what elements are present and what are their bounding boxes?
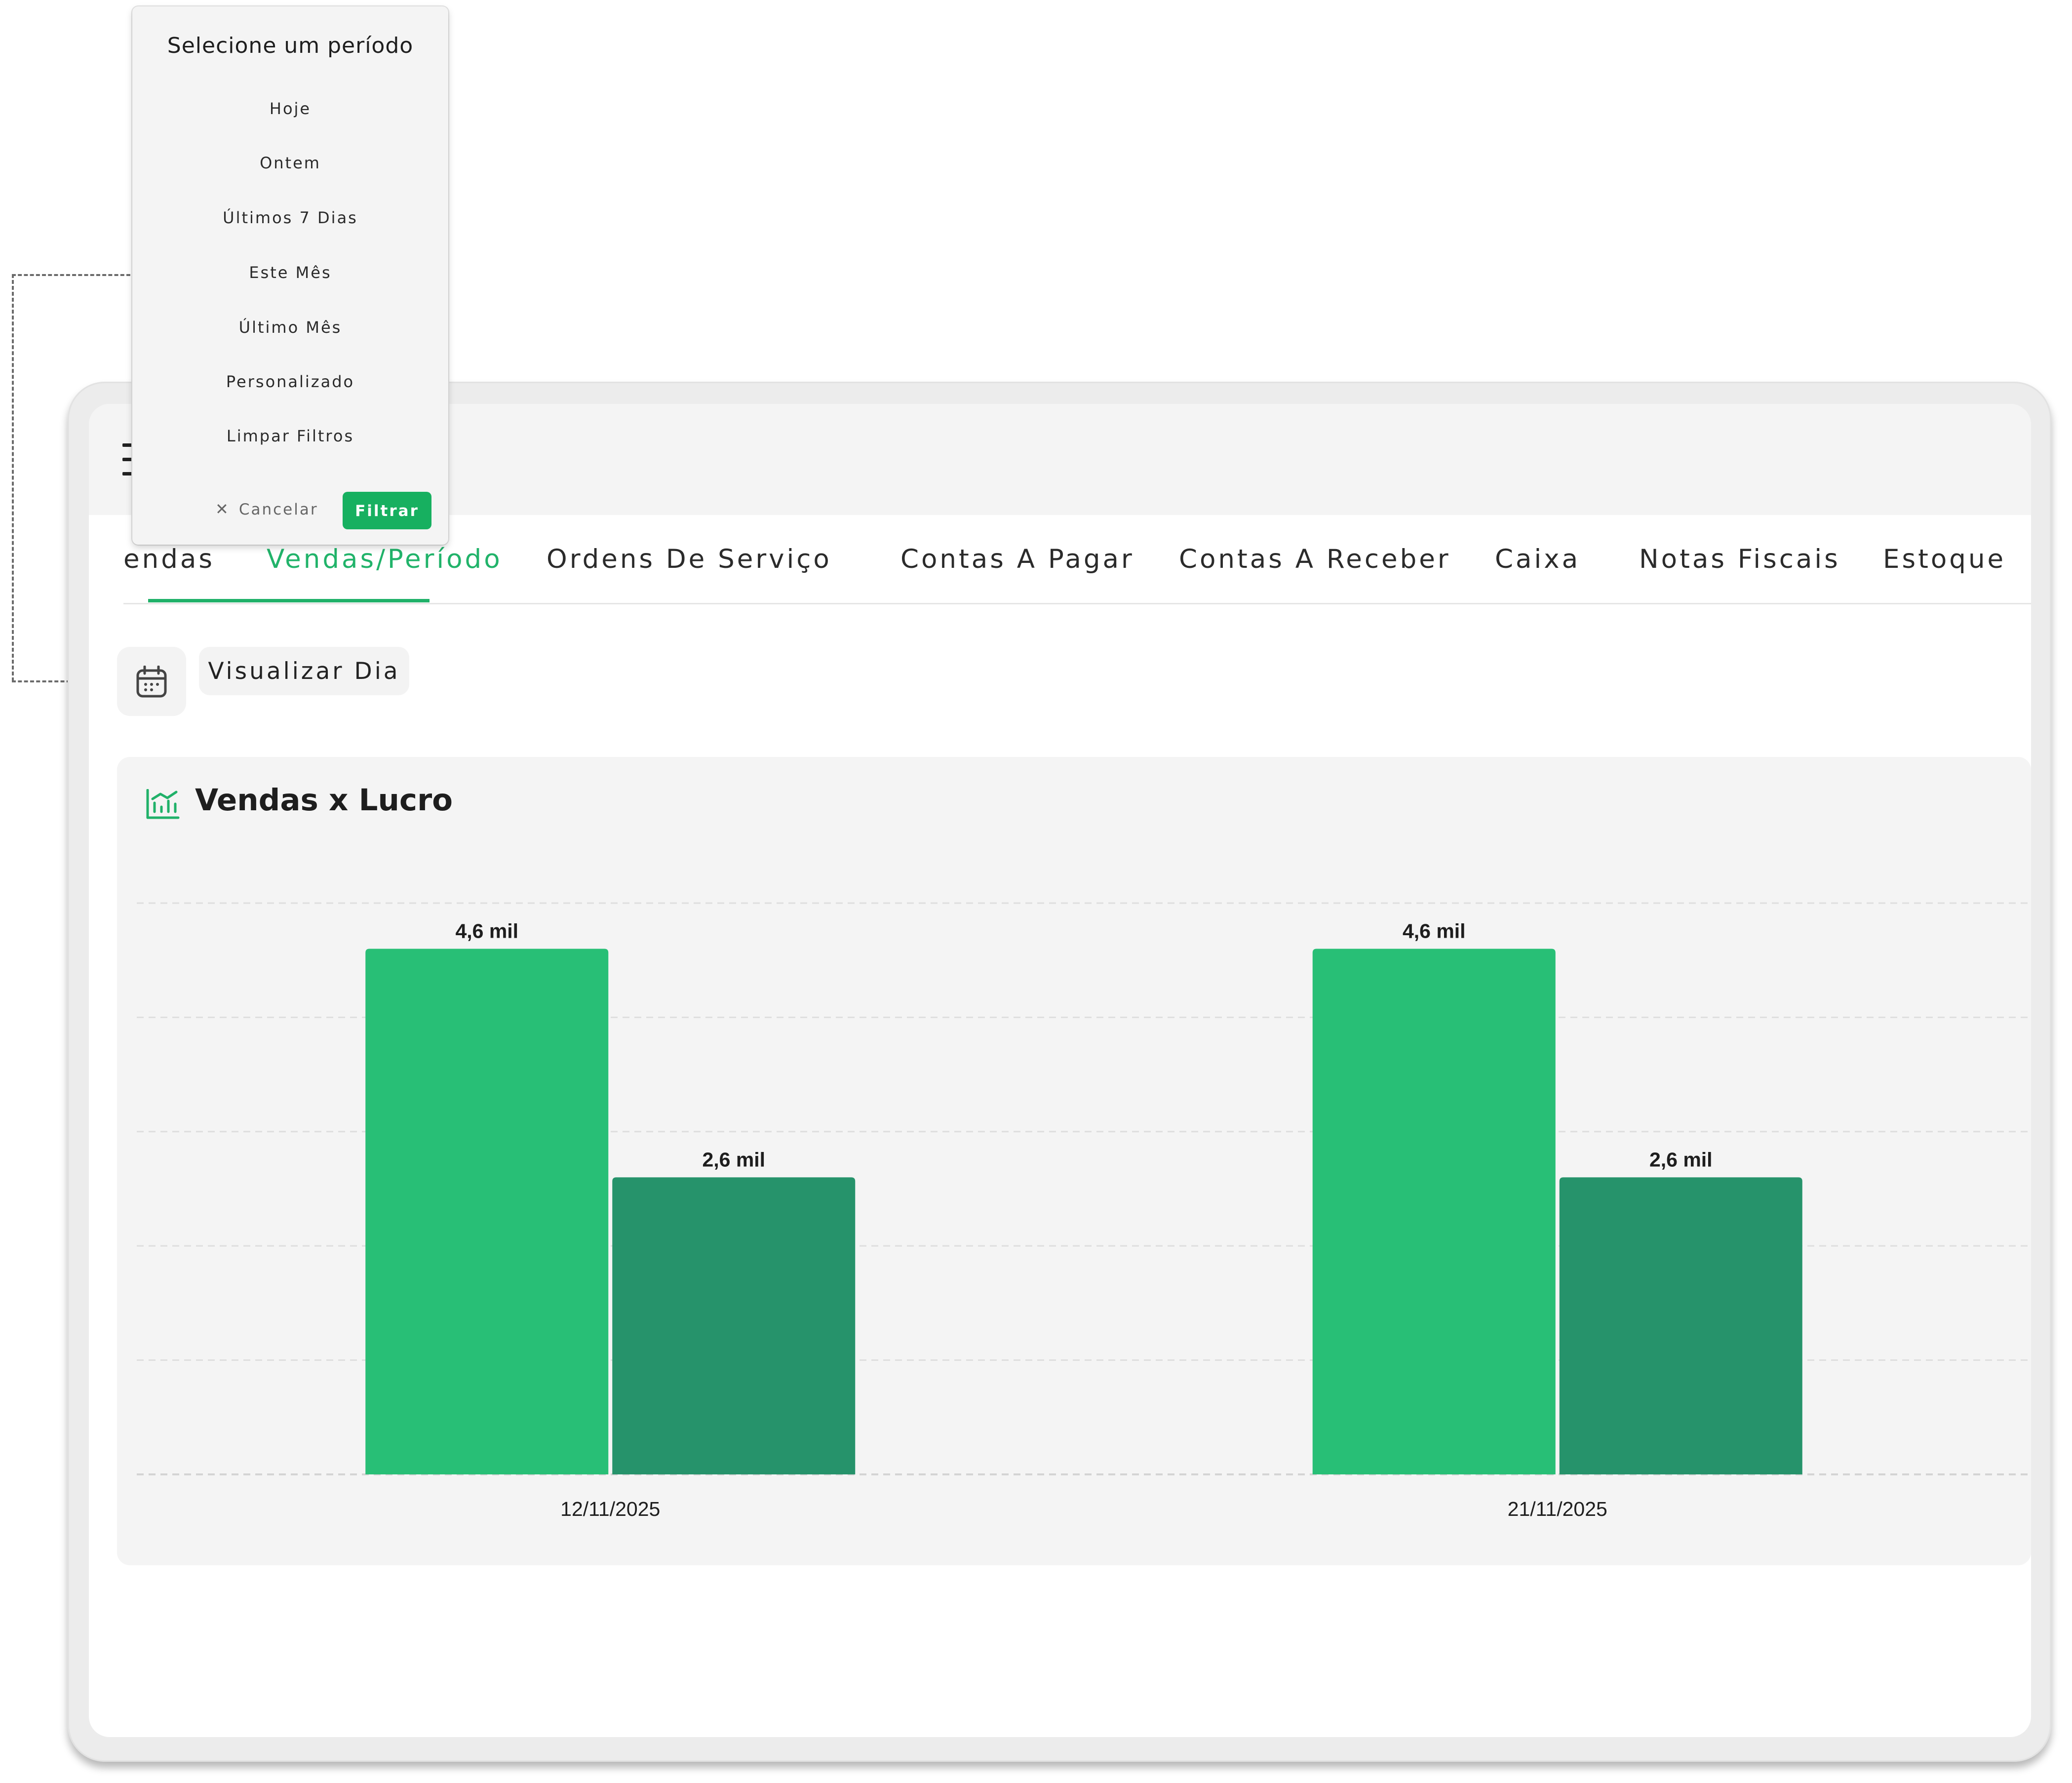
connector-line	[12, 680, 113, 682]
bar-chart: 4,6 mil 2,6 mil 12/11/2025 4,6 mil 2,6 mil 21…	[137, 902, 2031, 1520]
tab-notas-fiscais[interactable]: Notas Fiscais	[1639, 544, 1840, 574]
view-day-button[interactable]: Visualizar Dia	[199, 647, 409, 695]
x-tick-label: 12/11/2025	[560, 1498, 660, 1520]
chart-bar	[1312, 949, 1556, 1474]
x-tick-label: 21/11/2025	[1508, 1498, 1607, 1520]
bar-data-label: 2,6 mil	[702, 1148, 765, 1171]
connector-line	[12, 274, 14, 681]
cancel-label: Cancelar	[238, 501, 318, 518]
chart-bar	[1559, 1177, 1802, 1474]
bar-data-label: 4,6 mil	[1403, 920, 1466, 943]
tab-estoque[interactable]: Estoque	[1883, 544, 2006, 574]
chart-bar	[612, 1177, 856, 1474]
tab-bar: endas Vendas/Período Ordens De Serviço C…	[123, 515, 2031, 604]
tab-caixa[interactable]: Caixa	[1495, 544, 1581, 574]
bar-data-label: 4,6 mil	[455, 920, 518, 943]
calendar-icon	[136, 666, 167, 698]
connector-line	[12, 274, 130, 276]
dropdown-title: Selecione um período	[167, 33, 414, 58]
active-tab-indicator	[148, 599, 430, 602]
tab-vendas-periodo[interactable]: Vendas/Período	[267, 544, 503, 574]
tab-vendas[interactable]: endas	[123, 544, 215, 574]
filter-button[interactable]: Filtrar	[343, 492, 431, 529]
chart-bar	[365, 949, 609, 1474]
menu-icon[interactable]	[122, 443, 134, 475]
option-ultimos-7-dias[interactable]: Últimos 7 Dias	[223, 208, 358, 227]
tab-contas-a-receber[interactable]: Contas A Receber	[1179, 544, 1451, 574]
period-dropdown: Selecione um período Hoje Ontem Últimos …	[132, 6, 448, 545]
tab-contas-a-pagar[interactable]: Contas A Pagar	[900, 544, 1134, 574]
option-ultimo-mes[interactable]: Último Mês	[238, 318, 342, 337]
option-personalizado[interactable]: Personalizado	[226, 372, 355, 391]
option-ontem[interactable]: Ontem	[260, 154, 321, 172]
tab-ordens-de-servico[interactable]: Ordens De Serviço	[547, 544, 832, 574]
chart-title: Vendas x Lucro	[195, 783, 453, 818]
option-limpar-filtros[interactable]: Limpar Filtros	[226, 427, 354, 445]
cancel-button[interactable]: ✕ Cancelar	[215, 500, 318, 518]
bar-data-label: 2,6 mil	[1649, 1148, 1713, 1171]
calendar-button[interactable]	[117, 647, 186, 716]
chart-icon	[146, 789, 180, 819]
close-icon: ✕	[215, 500, 230, 518]
option-este-mes[interactable]: Este Mês	[249, 263, 332, 282]
option-hoje[interactable]: Hoje	[269, 99, 312, 118]
